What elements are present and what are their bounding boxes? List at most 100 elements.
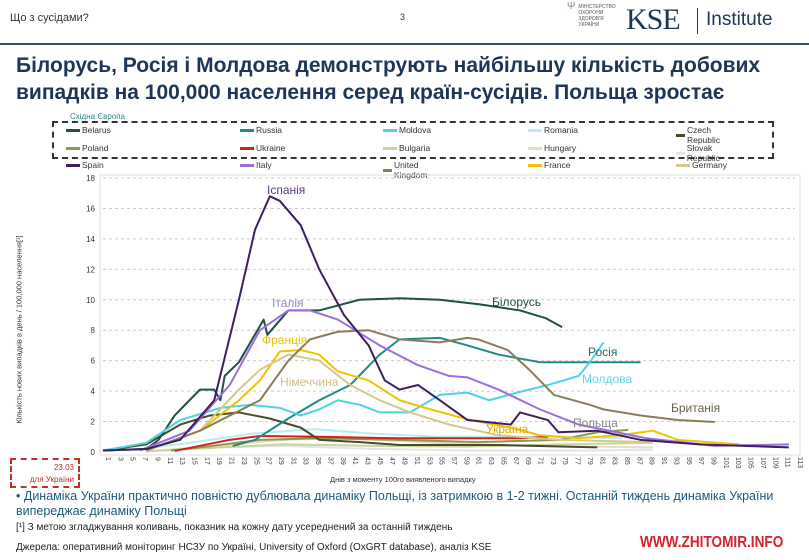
x-tick-label: 15 <box>191 457 198 465</box>
page-number: 3 <box>400 12 406 22</box>
y-tick-label: 8 <box>91 326 96 335</box>
y-tick-label: 16 <box>86 204 95 213</box>
x-tick-label: 45 <box>376 457 383 465</box>
x-tick-label: 109 <box>771 457 778 469</box>
annotation-ukraine: Україна <box>486 422 529 436</box>
x-tick-label: 75 <box>561 457 568 465</box>
logo-divider <box>697 8 698 34</box>
x-tick-label: 111 <box>784 457 791 468</box>
trident-icon: Ψ <box>567 1 576 12</box>
x-tick-label: 23 <box>240 457 247 465</box>
ukraine-start-label: для України <box>29 475 74 484</box>
x-tick-label: 69 <box>524 457 531 465</box>
series-line-belarus <box>102 297 563 452</box>
annotation-belarus: Білорусь <box>492 295 542 309</box>
x-tick-label: 49 <box>401 457 408 465</box>
legend-swatch <box>66 163 80 167</box>
legend-group-label: Східна Європа <box>70 112 125 121</box>
x-tick-label: 3 <box>116 457 123 461</box>
y-tick-label: 12 <box>86 265 95 274</box>
series-line-united-kingdom <box>145 329 715 452</box>
x-tick-label: 31 <box>289 457 296 465</box>
annotation-russia: Росія <box>588 345 618 359</box>
series-line-czech-republic <box>102 411 598 452</box>
legend-item-ukraine: Ukraine <box>240 143 285 153</box>
x-tick-label: 113 <box>796 457 803 468</box>
x-tick-label: 33 <box>302 457 309 465</box>
ministry-name: МІНІСТЕРСТВО ОХОРОНИ ЗДОРОВ'Я УКРАЇНИ <box>578 4 616 28</box>
footnote: [¹] З метою згладжування коливань, показ… <box>16 522 453 533</box>
y-tick-label: 4 <box>91 387 96 396</box>
x-tick-label: 87 <box>635 457 642 465</box>
y-axis-title: Кількість нових випадків в день / 100,00… <box>4 230 24 430</box>
series-line-ukraine <box>174 435 548 452</box>
x-tick-label: 11 <box>166 457 173 464</box>
x-tick-label: 37 <box>326 457 333 465</box>
legend-label: Belarus <box>82 125 111 135</box>
legend-item-belarus: Belarus <box>66 125 111 135</box>
legend-label: Czech Republic <box>686 125 721 145</box>
ukraine-start-note: 23.03 для України <box>10 458 80 488</box>
legend-swatch <box>528 163 542 167</box>
x-tick-label: 79 <box>586 457 593 465</box>
legend-label: Slovak Republic <box>686 143 720 163</box>
legend-swatch <box>528 128 542 132</box>
legend-item-hungary: Hungary <box>528 143 576 153</box>
legend-item-romania: Romania <box>528 125 578 135</box>
x-tick-label: 51 <box>413 457 420 465</box>
series-line-moldova <box>102 341 605 452</box>
series-line-spain <box>102 195 789 452</box>
series-line-bulgaria <box>146 441 653 453</box>
x-tick-label: 47 <box>388 457 395 465</box>
x-tick-label: 19 <box>215 457 222 465</box>
x-tick-label: 93 <box>672 457 679 465</box>
source-note: Джерела: оперативний моніторинг НСЗУ по … <box>16 542 492 553</box>
kse-institute-label: Institute <box>706 9 773 30</box>
legend-swatch <box>240 163 254 167</box>
legend-swatch <box>66 146 80 150</box>
x-tick-label: 103 <box>734 457 741 469</box>
x-tick-label: 1 <box>104 457 111 461</box>
x-tick-label: 7 <box>141 457 148 461</box>
legend-swatch <box>383 168 392 172</box>
x-tick-label: 61 <box>475 457 482 465</box>
legend-label: Bulgaria <box>399 143 431 153</box>
x-tick-label: 13 <box>178 457 185 465</box>
series-line-poland <box>170 428 629 452</box>
x-tick-label: 27 <box>265 457 272 465</box>
x-tick-label: 99 <box>710 457 717 465</box>
legend-label: Romania <box>544 125 579 135</box>
y-tick-label: 14 <box>86 235 95 244</box>
x-tick-label: 101 <box>722 457 729 469</box>
legend-swatch <box>66 128 80 132</box>
x-tick-label: 67 <box>512 457 519 465</box>
x-tick-label: 89 <box>648 457 655 465</box>
legend-swatch <box>676 151 685 155</box>
plot-area <box>99 174 801 456</box>
annotation-germany: Німеччина <box>280 375 339 389</box>
y-tick-label: 10 <box>86 296 95 305</box>
x-tick-label: 77 <box>574 457 581 465</box>
x-tick-label: 5 <box>129 457 136 461</box>
legend-item-russia: Russia <box>240 125 282 135</box>
legend-item-france: France <box>528 160 570 170</box>
legend-label: Russia <box>256 125 282 135</box>
series-line-germany <box>145 353 651 452</box>
x-tick-label: 107 <box>759 457 766 469</box>
ministry-logo: Ψ МІНІСТЕРСТВО ОХОРОНИ ЗДОРОВ'Я УКРАЇНИ <box>567 1 617 29</box>
legend-label: France <box>544 160 571 170</box>
legend-label: Ukraine <box>256 143 286 153</box>
legend-item-czech-republic: Czech Republic <box>676 125 725 145</box>
legend-swatch <box>383 146 397 150</box>
annotation-united-kingdom: Британія <box>671 401 721 415</box>
key-insight-text: Динаміка України практично повністю дубл… <box>16 489 774 518</box>
x-tick-label: 97 <box>697 457 704 465</box>
x-tick-label: 73 <box>549 457 556 465</box>
ukraine-start-date: 23.03 <box>53 463 74 472</box>
legend-item-germany: Germany <box>676 160 727 170</box>
x-tick-label: 95 <box>685 457 692 465</box>
x-tick-label: 39 <box>339 457 346 465</box>
x-tick-label: 53 <box>425 457 432 465</box>
x-tick-label: 35 <box>314 457 321 465</box>
